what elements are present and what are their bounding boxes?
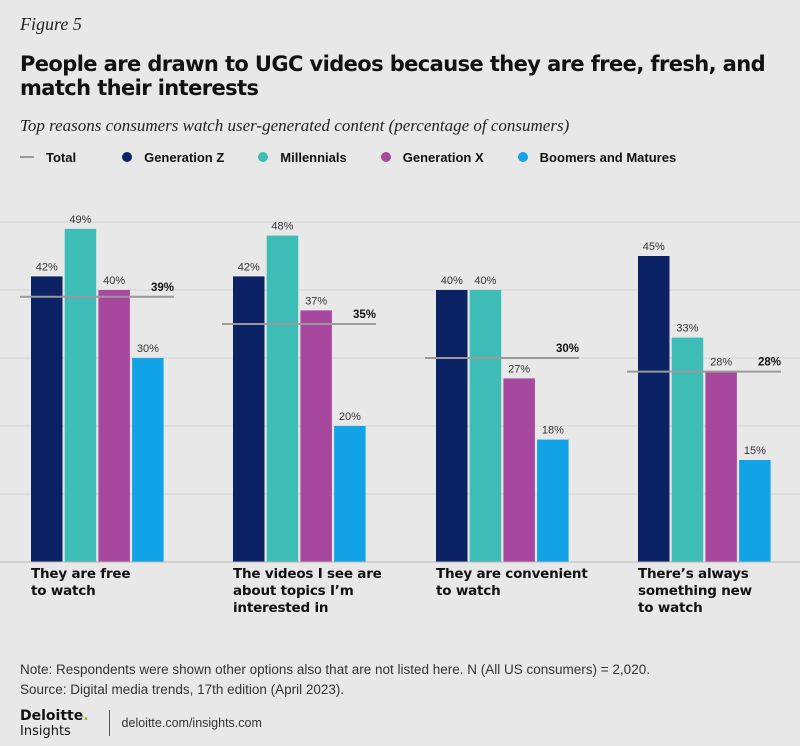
bar-value-label: 45% (643, 241, 665, 253)
bar-value-label: 27% (508, 363, 530, 375)
category-label: There’s always something new to watch (638, 566, 800, 617)
legend-label-gen-z: Generation Z (144, 149, 225, 165)
brand-name: Deloitte (20, 708, 84, 724)
bar-value-label: 20% (339, 411, 361, 423)
bar-value-label: 37% (305, 295, 327, 307)
category-label-line: They are convenient (436, 566, 588, 582)
footer-link[interactable]: deloitte.com/insights.com (121, 716, 262, 730)
bar-value-label: 42% (238, 261, 260, 273)
legend-item-boomers: Boomers and Matures (517, 149, 677, 165)
legend-item-gen-x: Generation X (380, 149, 484, 165)
legend-dot-marker (517, 152, 528, 162)
legend-label-boomers: Boomers and Matures (539, 149, 677, 165)
bar (436, 290, 468, 562)
bar-value-label: 28% (710, 357, 732, 369)
bar (31, 276, 63, 562)
category-label-line: They are free (31, 566, 131, 582)
chart-note: Note: Respondents were shown other optio… (20, 660, 790, 700)
bar (132, 358, 164, 562)
note-text: Note: Respondents were shown other optio… (20, 662, 650, 677)
legend-item-total: Total (20, 150, 76, 165)
legend-dot-marker (258, 152, 269, 162)
bar-value-label: 48% (271, 221, 293, 233)
total-value-label: 30% (556, 343, 579, 355)
category-label-line: to watch (638, 600, 703, 616)
footer-divider (108, 710, 110, 736)
bar (705, 371, 737, 562)
legend-label-millennials: Millennials (280, 149, 347, 165)
legend-item-gen-z: Generation Z (122, 150, 224, 165)
bar (233, 276, 265, 562)
legend-label-total: Total (46, 149, 77, 165)
category-label: The videos I see are about topics I’m inte… (233, 566, 413, 617)
bar (638, 256, 670, 562)
total-value-label: 39% (151, 282, 174, 294)
category-label-line: The videos I see are (233, 566, 382, 582)
total-value-label: 28% (758, 357, 781, 369)
bar (334, 426, 366, 562)
bar-value-label: 15% (744, 445, 766, 457)
bar-value-label: 40% (474, 275, 496, 287)
bar (64, 228, 97, 563)
category-label-line: interested in (233, 600, 329, 616)
bar-value-label: 42% (36, 261, 58, 273)
category-label-line: about topics I’m (233, 583, 354, 599)
bar-value-label: 40% (441, 275, 463, 287)
category-label-line: something new (638, 583, 752, 599)
bar (469, 290, 502, 562)
chart-title: People are drawn to UGC videos because t… (20, 52, 766, 100)
legend-item-millennials: Millennials (258, 149, 347, 165)
category-label-line: There’s always (638, 566, 749, 582)
brand-dot: . (83, 708, 89, 724)
bar-value-label: 30% (137, 343, 159, 355)
bar (300, 310, 332, 562)
category-label: They are free to watch (31, 566, 211, 600)
total-value-label: 35% (353, 309, 376, 321)
legend-dot-marker (380, 152, 391, 162)
chart-subtitle: Top reasons consumers watch user-generat… (20, 116, 570, 135)
source-text: Source: Digital media trends, 17th editi… (20, 682, 345, 697)
bar (98, 290, 130, 562)
bar (266, 235, 299, 562)
category-label-line: to watch (31, 583, 96, 599)
bar-value-label: 49% (69, 214, 91, 226)
category-label: They are convenient to watch (436, 566, 616, 600)
figure-label: Figure 5 (20, 14, 82, 34)
footer: Deloitte. Insights deloitte.com/insights… (20, 706, 262, 740)
bar (739, 460, 771, 562)
bar (537, 439, 569, 562)
bar (671, 337, 704, 562)
brand-sub: Insights (20, 724, 71, 739)
legend: Total Generation Z Millennials Generatio… (20, 146, 710, 168)
category-label-line: to watch (436, 583, 501, 599)
deloitte-logo[interactable]: Deloitte. Insights (20, 707, 89, 740)
bar-value-label: 18% (542, 425, 564, 437)
bar (503, 378, 535, 562)
legend-label-gen-x: Generation X (402, 149, 484, 165)
legend-line-marker (20, 156, 34, 158)
legend-dot-marker (122, 152, 133, 162)
bar-value-label: 33% (676, 323, 698, 335)
bar-value-label: 40% (103, 275, 125, 287)
